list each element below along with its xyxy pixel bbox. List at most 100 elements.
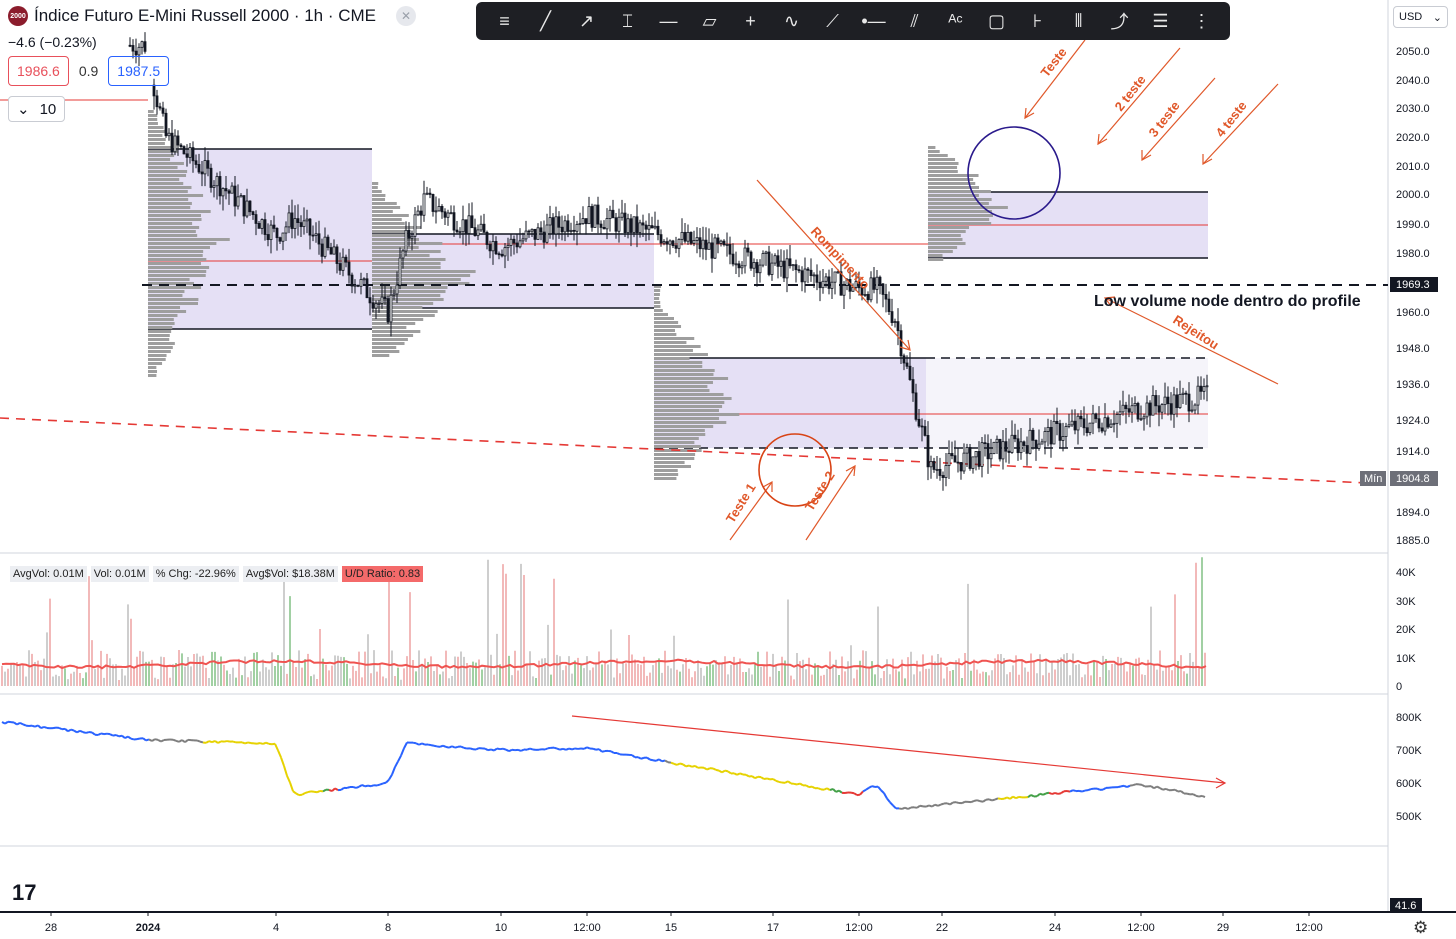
profile-bar bbox=[928, 194, 979, 197]
indicator-segment bbox=[112, 734, 117, 737]
indicator-segment bbox=[1018, 795, 1023, 799]
candle-body bbox=[770, 262, 774, 275]
symbol-header[interactable]: 2000 Índice Futuro E-Mini Russell 2000 ·… bbox=[8, 6, 417, 26]
indicator-segment bbox=[583, 746, 588, 750]
indicator-segment bbox=[838, 789, 843, 794]
time-tick: 8 bbox=[385, 922, 391, 934]
candle-body bbox=[986, 443, 990, 460]
range-icon[interactable]: ⌶ bbox=[622, 10, 633, 31]
profile-bar bbox=[654, 477, 677, 480]
elliott-wave-icon[interactable]: ∿ bbox=[783, 10, 800, 31]
candle-body bbox=[743, 247, 747, 267]
indicator-segment bbox=[670, 761, 675, 765]
indicator-segment bbox=[211, 740, 216, 744]
gear-icon[interactable]: ⚙ bbox=[1413, 918, 1429, 937]
candle-body bbox=[443, 211, 447, 218]
tool-settings-icon[interactable]: ≡ bbox=[499, 10, 510, 31]
path-icon[interactable]: ⤴ bbox=[1110, 12, 1129, 32]
volume-profile-icon[interactable]: ☰ bbox=[1152, 10, 1169, 31]
currency-select[interactable]: USD ⌄ bbox=[1393, 6, 1448, 28]
annotations bbox=[571, 39, 1279, 789]
profile-bar bbox=[372, 338, 408, 341]
candle-body bbox=[533, 228, 537, 240]
candle-body bbox=[1052, 420, 1056, 445]
ray-icon[interactable]: ⟋ bbox=[826, 10, 839, 31]
indicator-segment bbox=[1057, 792, 1062, 795]
abcd-pattern-icon[interactable]: ᴬᶜ bbox=[948, 10, 963, 31]
candle-body bbox=[251, 211, 255, 216]
candle-body bbox=[722, 240, 726, 246]
candle-body bbox=[671, 240, 675, 246]
profile-bar bbox=[654, 401, 725, 404]
candle-body bbox=[701, 239, 705, 250]
candle-body bbox=[1013, 434, 1017, 440]
indicator-segment bbox=[67, 728, 72, 733]
crosshair-icon[interactable]: + bbox=[745, 10, 756, 31]
indicator-segment bbox=[1072, 789, 1077, 793]
candle-body bbox=[866, 294, 870, 301]
indicator-segment bbox=[241, 741, 246, 745]
indicator-segment bbox=[691, 764, 696, 768]
long-position-icon[interactable]: ⊦ bbox=[1032, 10, 1043, 31]
more-icon[interactable]: ⋮ bbox=[1192, 10, 1211, 31]
candle-body bbox=[668, 240, 672, 245]
indicator-segment bbox=[754, 775, 759, 780]
quantity-selector[interactable]: ⌄ 10 bbox=[8, 96, 66, 122]
indicator-segment bbox=[1126, 784, 1131, 788]
indicator-legend: AvgVol: 0.01M Vol: 0.01M % Chg: -22.96% … bbox=[10, 566, 424, 582]
candle-body bbox=[1202, 386, 1206, 392]
indicator-segment bbox=[652, 759, 657, 762]
horizontal-ray-icon[interactable]: •— bbox=[861, 10, 886, 31]
indicator-segment bbox=[82, 731, 87, 734]
indicator-segment bbox=[178, 739, 183, 743]
candle-body bbox=[401, 250, 405, 259]
indicator-segment bbox=[265, 741, 270, 745]
indicator-segment bbox=[385, 778, 390, 784]
candle-body bbox=[440, 205, 444, 213]
candle-body bbox=[521, 238, 525, 242]
candle-body bbox=[356, 284, 360, 287]
volume-tick: 40K bbox=[1396, 567, 1416, 579]
rectangle-icon[interactable]: ▢ bbox=[987, 10, 1005, 31]
parallel-icon[interactable]: ⫽ bbox=[910, 10, 919, 31]
trend-line-icon[interactable]: ╱ bbox=[540, 10, 551, 31]
close-icon[interactable]: ✕ bbox=[396, 6, 417, 26]
candle-body bbox=[863, 294, 867, 296]
channel-icon[interactable]: ▱ bbox=[702, 10, 717, 31]
candle-body bbox=[707, 242, 711, 250]
buy-button[interactable]: 1987.5 bbox=[108, 56, 170, 86]
indicator-segment bbox=[379, 782, 384, 786]
indicator-segment bbox=[1012, 795, 1017, 800]
indicator-segment bbox=[1195, 794, 1200, 798]
support-trendline bbox=[0, 417, 1389, 485]
candle-body bbox=[1139, 418, 1143, 421]
profile-bar bbox=[654, 421, 727, 424]
indicator-segment bbox=[292, 790, 297, 795]
candle-body bbox=[893, 321, 897, 323]
indicator-segment bbox=[979, 800, 984, 803]
profile-bar bbox=[654, 453, 696, 456]
indicator-segment bbox=[766, 777, 771, 781]
avgvol-label: AvgVol: 0.01M bbox=[10, 566, 87, 582]
symbol-title[interactable]: Índice Futuro E-Mini Russell 2000 · 1h ·… bbox=[34, 6, 377, 25]
candle-body bbox=[881, 283, 885, 295]
candle-body bbox=[716, 237, 720, 244]
indicator-segment bbox=[508, 748, 513, 753]
arrow-icon[interactable]: ↗ bbox=[578, 10, 595, 31]
candle-body bbox=[437, 205, 441, 212]
indicator-segment bbox=[586, 746, 591, 750]
time-tick: 22 bbox=[936, 922, 948, 934]
candles-icon[interactable]: ⫴ bbox=[1074, 10, 1083, 31]
candle-body bbox=[230, 185, 234, 194]
horizontal-line-icon[interactable]: — bbox=[659, 10, 678, 31]
candle-body bbox=[803, 268, 807, 283]
candle-body bbox=[524, 230, 528, 240]
candle-body bbox=[542, 231, 546, 243]
candle-body bbox=[1115, 414, 1119, 424]
indicator-segment bbox=[454, 745, 459, 749]
sell-button[interactable]: 1986.6 bbox=[8, 56, 69, 86]
candle-body bbox=[350, 274, 354, 287]
indicator-tick: 500K bbox=[1396, 811, 1422, 823]
indicator-segment bbox=[247, 741, 252, 745]
